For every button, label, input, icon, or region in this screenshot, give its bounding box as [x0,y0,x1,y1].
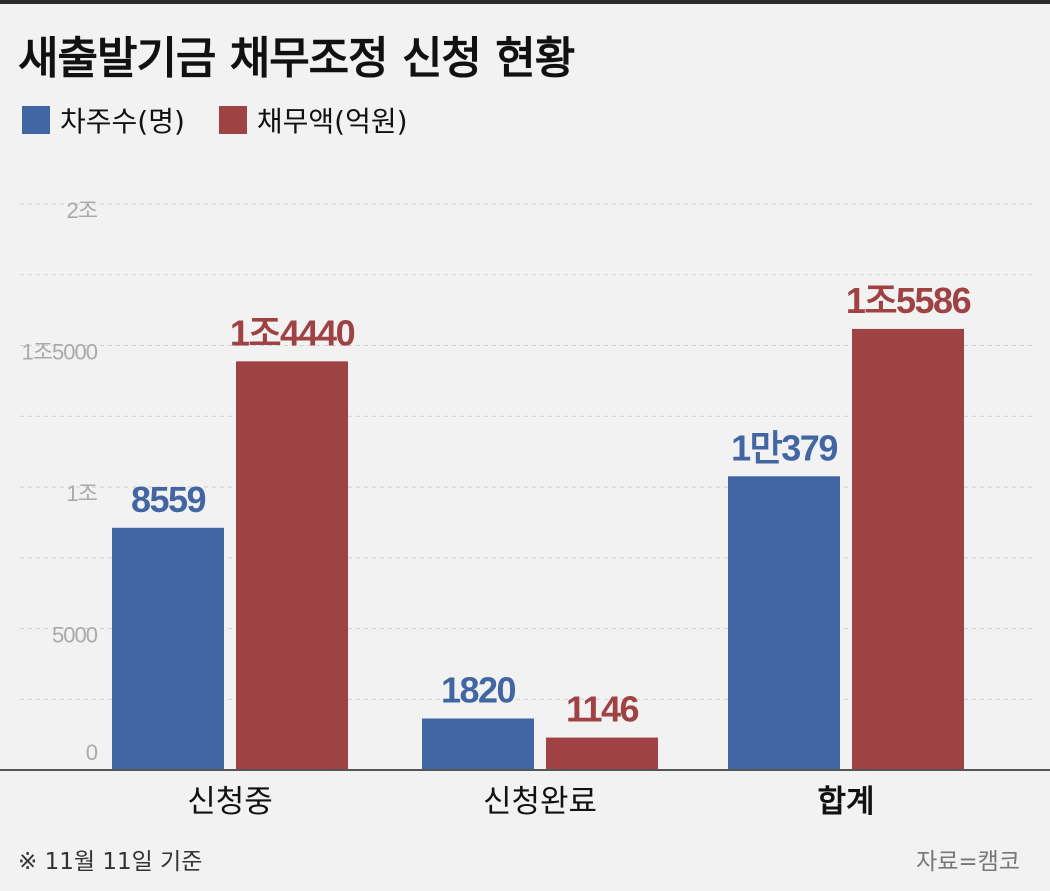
source-credit: 자료=캠코 [916,849,1020,875]
y-tick-label: 2조 [67,198,98,223]
bar-borrowers [112,527,224,770]
data-label: 1820 [441,669,516,710]
bar-borrowers [422,718,534,770]
data-label: 1조4440 [230,312,355,353]
footnote: ※ 11월 11일 기준 [18,849,203,875]
data-label: 8559 [131,479,206,520]
legend-item-borrowers: 차주수(명) [22,100,185,140]
legend: 차주수(명) 채무액(억원) [22,100,442,140]
bar-debt [852,328,964,770]
bar-debt [236,361,348,770]
top-rule [0,0,1050,4]
chart-title: 새출발기금 채무조정 신청 현황 [18,33,575,84]
y-tick-label: 1조 [67,481,98,506]
data-label: 1조5586 [846,280,971,321]
legend-label-borrowers: 차주수(명) [60,105,185,138]
y-tick-label: 5000 [52,623,98,648]
x-category-label: 합계 [817,784,874,820]
bar-borrowers [728,476,840,770]
legend-swatch-borrowers [22,106,50,134]
x-category-label: 신청중 [187,784,273,820]
bar-debt [546,737,658,770]
y-tick-label: 1조5000 [22,340,98,365]
legend-swatch-debt [218,106,247,134]
legend-label-debt: 채무액(억원) [256,105,408,138]
x-category-label: 신청완료 [483,784,597,820]
data-label: 1146 [566,689,639,730]
legend-item-debt: 채무액(억원) [218,100,408,140]
y-tick-label: 0 [86,740,98,765]
data-label: 1만379 [731,427,837,468]
